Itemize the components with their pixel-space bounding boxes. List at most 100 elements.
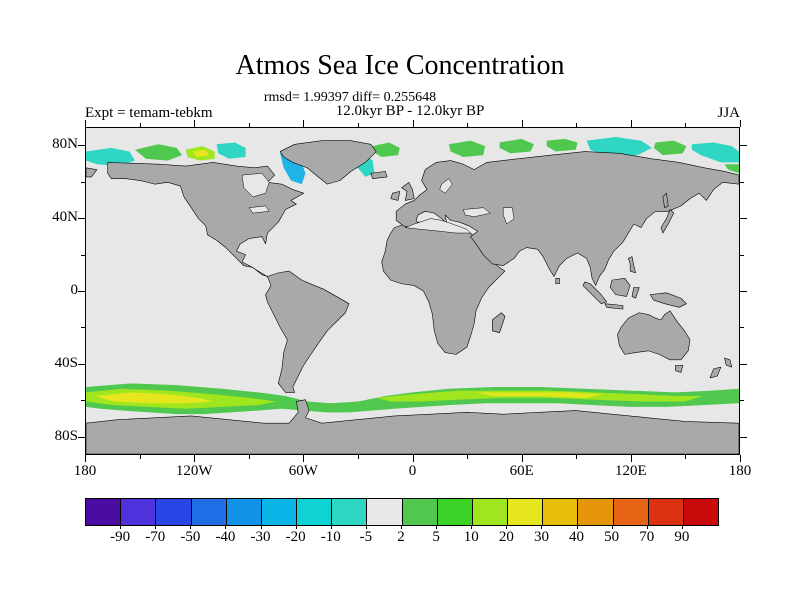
y-tick: [78, 291, 85, 292]
y-tick: [740, 218, 747, 220]
colorbar-label: -30: [250, 529, 271, 545]
water-hudson-bay: [242, 173, 269, 197]
ice-patch-kara: [499, 138, 535, 154]
x-tick: [630, 120, 632, 127]
x-tick: [303, 455, 305, 462]
island-newzealand-north: [724, 358, 731, 367]
ice-patch-iceland-north: [372, 142, 400, 157]
x-minor-tick: [139, 455, 141, 459]
colorbar-cell: [120, 499, 156, 525]
colorbar-cell: [682, 499, 719, 525]
colorbar-label: -70: [145, 529, 166, 545]
colorbar-label: -10: [320, 529, 341, 545]
colorbar-cell: [577, 499, 613, 525]
plot-title: Atmos Sea Ice Concentration: [235, 50, 565, 81]
map-frame: [85, 127, 740, 455]
x-tick: [412, 120, 414, 127]
experiment-label: Expt = temam-tebkm: [85, 105, 213, 121]
y-axis-label: 40N: [52, 209, 78, 226]
colorbar-cell: [331, 499, 367, 525]
ice-band-yellow-west: [95, 392, 213, 404]
x-minor-tick: [685, 455, 687, 459]
x-tick: [521, 120, 523, 127]
colorbar-cell: [190, 499, 226, 525]
y-tick: [78, 145, 85, 147]
colorbar-cell: [647, 499, 683, 525]
world-map: [86, 128, 739, 454]
colorbar-label: -50: [180, 529, 201, 545]
island-philippines: [628, 257, 635, 273]
ice-patch-bering: [691, 142, 739, 163]
x-tick: [85, 455, 86, 462]
land-chukotka-tip: [86, 168, 97, 177]
colorbar-tick: [190, 526, 192, 529]
colorbar-tick: [401, 526, 402, 529]
ice-patch-archipelago-core: [193, 149, 210, 157]
period-subtitle: 12.0kyr BP - 12.0kyr BP: [335, 103, 485, 119]
colorbar-label: -40: [215, 529, 236, 545]
y-minor-tick: [740, 400, 744, 402]
island-greenland: [280, 141, 376, 184]
x-tick: [412, 455, 414, 462]
island-iceland: [371, 171, 387, 178]
x-axis-label: 120E: [614, 463, 647, 479]
ice-patch-east-siberian: [586, 137, 652, 157]
colorbar-tick: [681, 526, 683, 529]
colorbar-tick: [471, 526, 473, 529]
colorbar-cell: [296, 499, 332, 525]
colorbar-tick: [365, 526, 367, 529]
colorbar-tick: [260, 526, 262, 529]
water-great-lakes: [249, 206, 269, 213]
continent-eurasia: [396, 152, 739, 286]
y-axis-label: 0: [70, 282, 79, 298]
colorbar-cell: [507, 499, 543, 525]
x-tick: [740, 120, 741, 127]
colorbar-cell: [366, 499, 402, 525]
x-axis-label: 180: [728, 463, 752, 479]
island-srilanka: [556, 278, 560, 283]
colorbar-label: 50: [604, 529, 620, 545]
colorbar-label: 5: [432, 529, 440, 545]
continent-antarctica: [86, 400, 739, 454]
y-minor-tick: [740, 254, 744, 256]
island-tasmania: [676, 365, 683, 372]
continent-south-america: [266, 271, 349, 392]
ice-patch-bering-green: [724, 164, 739, 174]
x-minor-tick: [357, 455, 359, 459]
island-newzealand-south: [710, 367, 721, 378]
continent-australia: [617, 311, 690, 360]
colorbar-tick: [611, 526, 613, 529]
colorbar-tick: [541, 526, 543, 529]
colorbar-tick: [646, 526, 648, 529]
island-sumatra: [583, 282, 607, 304]
colorbar-label: 30: [533, 529, 549, 545]
colorbar-tick: [576, 526, 578, 529]
x-axis-label: 180: [73, 463, 97, 479]
x-minor-tick: [467, 455, 469, 459]
colorbar-cell: [471, 499, 508, 525]
x-tick: [303, 120, 305, 127]
x-minor-tick: [248, 455, 250, 459]
colorbar-cell: [401, 499, 437, 525]
x-axis-label: 60E: [509, 463, 534, 479]
ice-band-yellow-east: [475, 392, 603, 398]
island-sulawesi: [632, 287, 639, 298]
island-madagascar: [492, 313, 505, 333]
ice-patch-chukchi: [653, 140, 687, 156]
y-tick: [78, 363, 85, 365]
y-tick: [740, 145, 747, 147]
ice-patch-laptev: [546, 138, 578, 152]
water-baltic-sea: [440, 179, 453, 193]
island-britain: [402, 182, 415, 200]
colorbar-tick: [120, 526, 122, 529]
water-caspian-sea: [503, 208, 514, 224]
island-newguinea: [650, 293, 686, 307]
island-borneo: [610, 278, 630, 296]
inland-waters: [242, 173, 514, 233]
colorbar: [85, 498, 719, 526]
landmasses: [86, 141, 739, 454]
colorbar-label: -20: [285, 529, 306, 545]
x-minor-tick: [576, 455, 578, 459]
season-label: JJA: [717, 105, 740, 121]
colorbar-tick: [225, 526, 227, 529]
